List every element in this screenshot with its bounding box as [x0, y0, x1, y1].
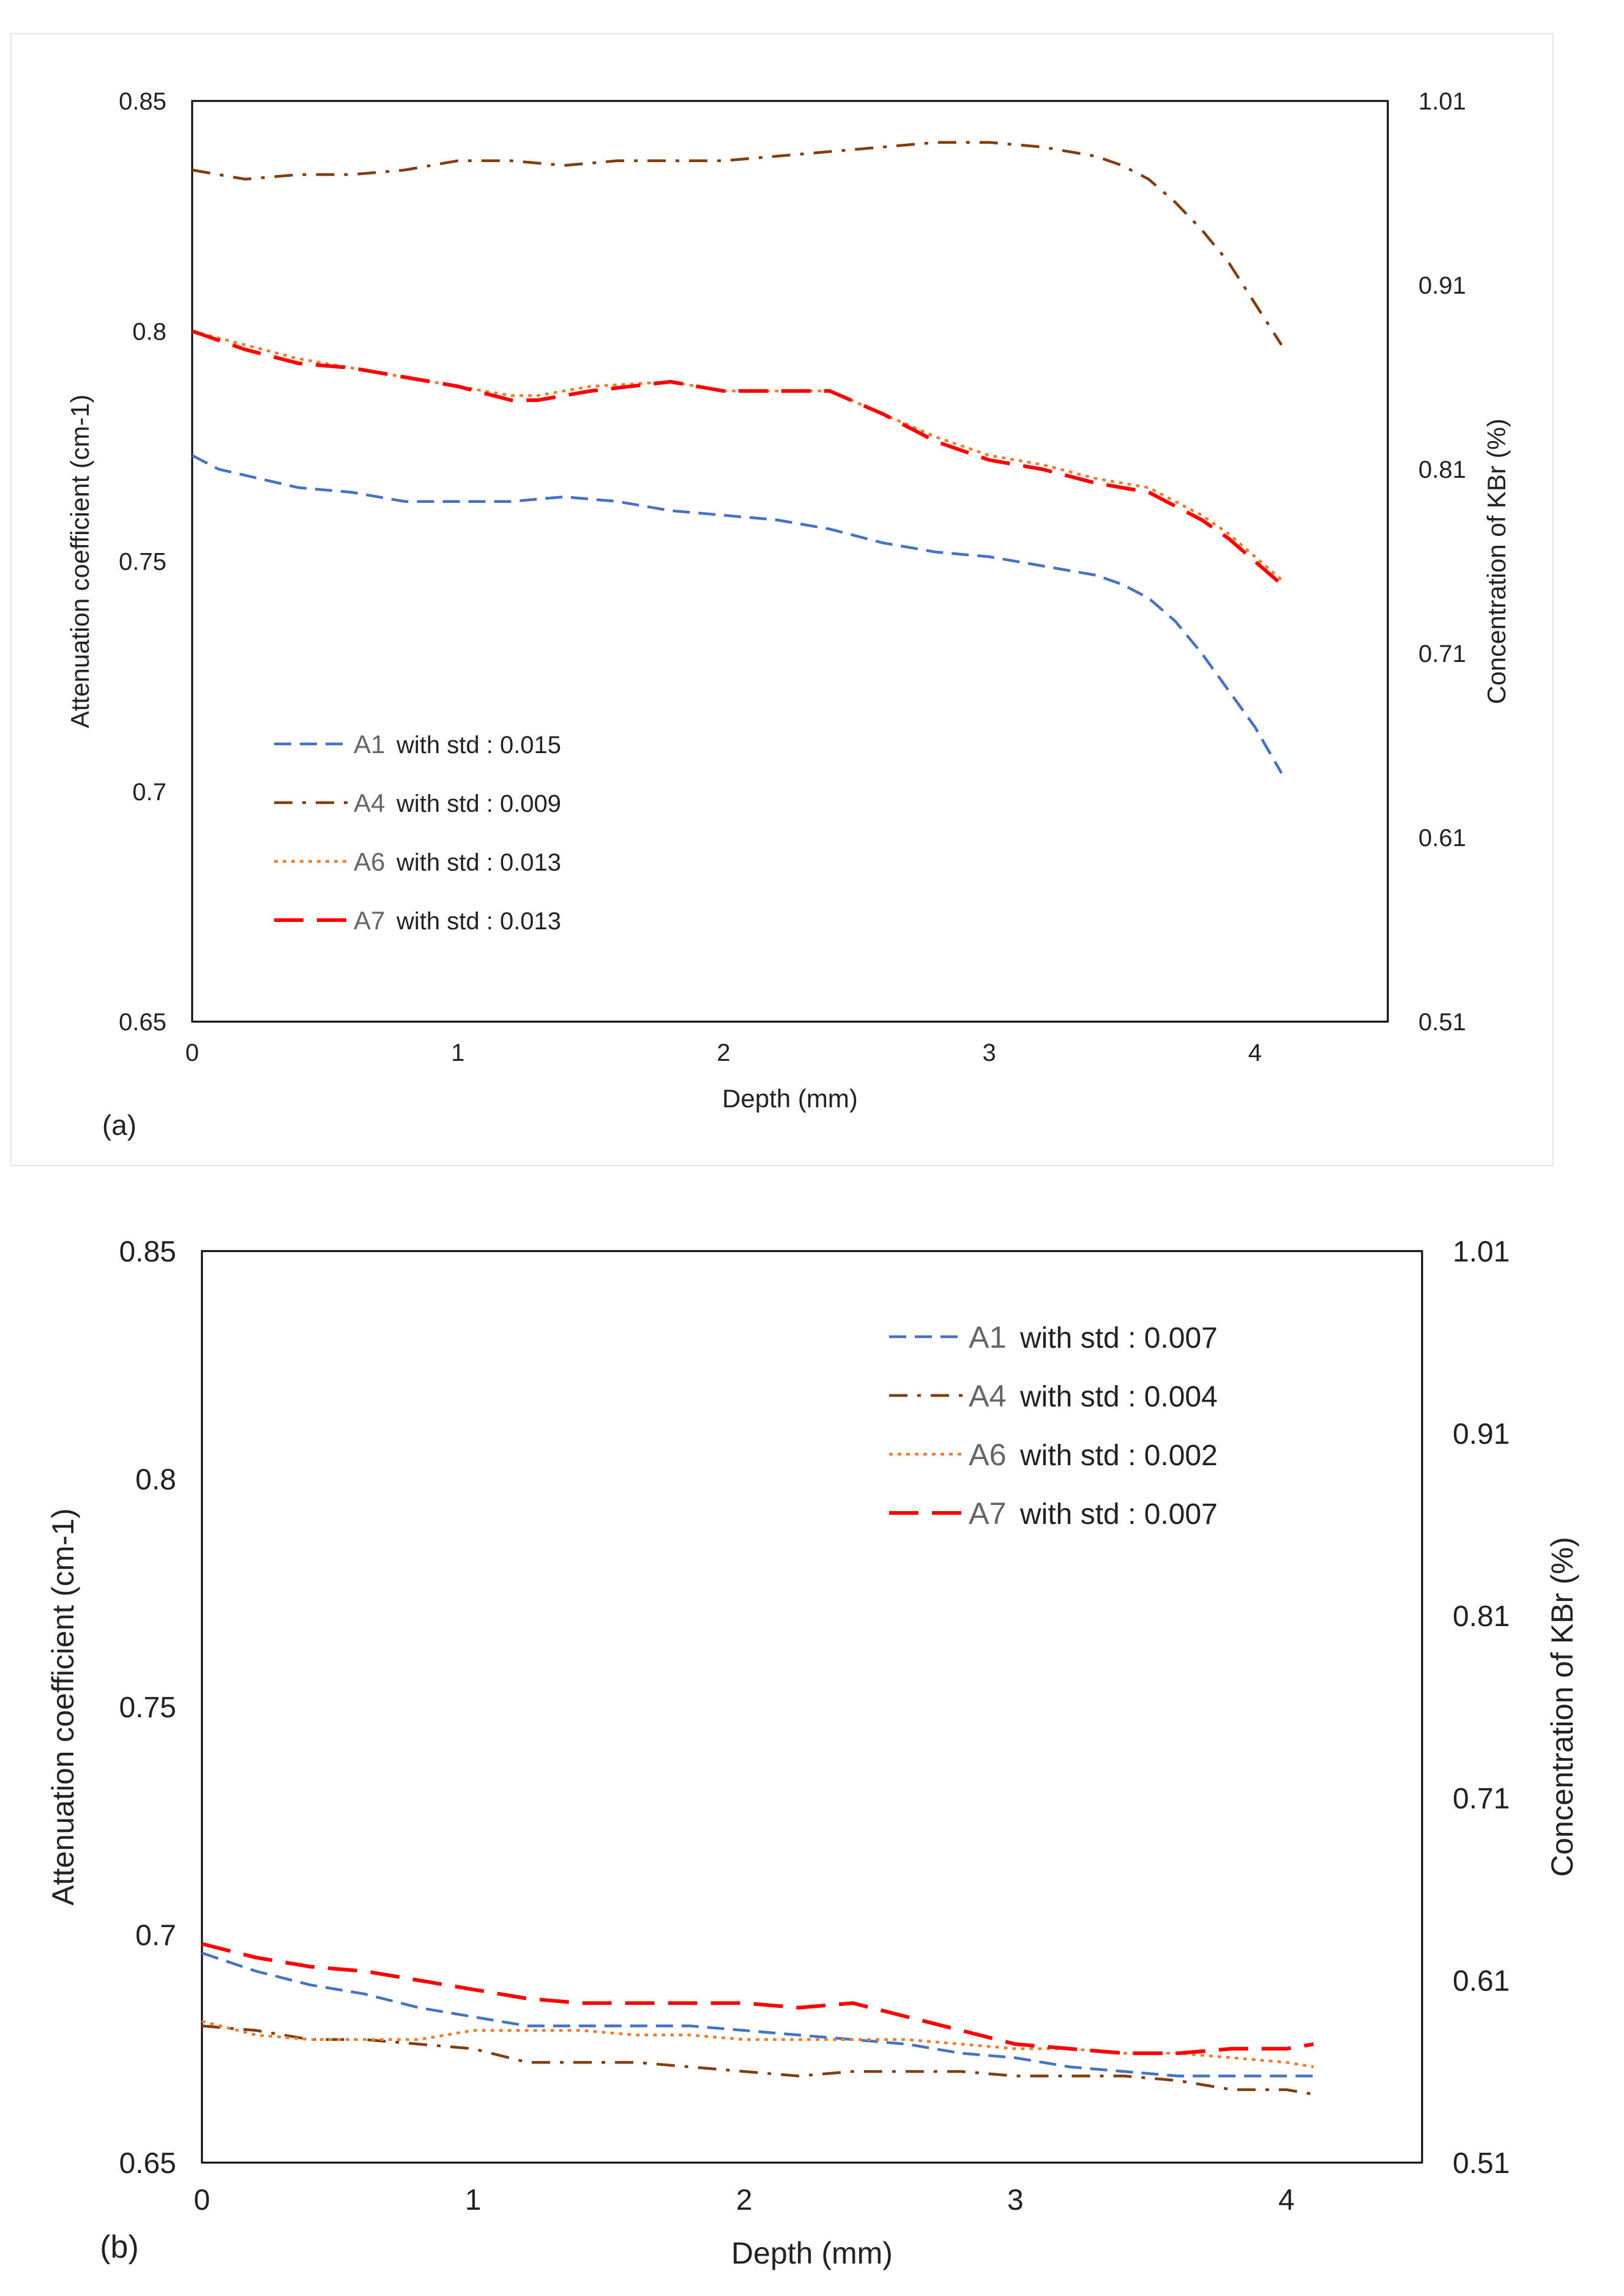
legend-series-name: A1: [354, 730, 385, 759]
y2-tick-label: 0.91: [1418, 272, 1466, 299]
legend-series-name: A4: [969, 1378, 1007, 1413]
y2-tick-label: 0.91: [1453, 1418, 1510, 1451]
y-tick-label: 0.8: [135, 1463, 176, 1496]
chart-panel-a: 0.65 0.7 0.75 0.8 0.85 0.51 0.61 0.71 0.81 0.91 1.…: [10, 33, 1554, 1166]
legend-series-text: with std : 0.009: [396, 790, 561, 817]
y2-tick-label: 0.51: [1418, 1009, 1466, 1036]
legend-series-name: A7: [969, 1496, 1007, 1531]
legend-series-text: with std : 0.015: [396, 732, 561, 759]
y2-tick-label: 0.71: [1418, 641, 1466, 667]
plot-area-frame: [201, 1250, 1423, 2164]
series-line-a7: [201, 1942, 1314, 2056]
y-tick-label: 0.8: [132, 318, 166, 345]
x-tick-label: 1: [451, 1039, 464, 1066]
series-line-a1: [201, 1952, 1314, 2078]
y-axis-label: Attenuation coefficient (cm-1): [46, 1508, 80, 1905]
x-axis-label: Depth (mm): [731, 2236, 893, 2270]
x-tick-label: 4: [1278, 2184, 1295, 2216]
y-tick-label: 0.7: [135, 1919, 176, 1952]
y2-axis-label: Concentration of KBr (%): [1545, 1537, 1579, 1877]
y2-tick-label: 1.01: [1418, 88, 1466, 115]
y-tick-label: 0.65: [119, 2147, 176, 2180]
series-line-a6: [192, 330, 1283, 581]
x-tick-label: 0: [185, 1039, 199, 1066]
chart-area-border: [10, 33, 1554, 1166]
y2-tick-label: 0.71: [1453, 1783, 1510, 1815]
y-tick-label: 0.75: [119, 1692, 176, 1724]
y-tick-label: 0.85: [119, 1236, 176, 1268]
series-line-a4: [192, 141, 1283, 346]
x-tick-label: 1: [465, 2184, 482, 2216]
x-tick-label: 2: [717, 1039, 730, 1066]
y2-tick-label: 0.51: [1453, 2147, 1510, 2180]
series-line-a4: [201, 2024, 1314, 2096]
x-tick-label: 2: [736, 2184, 753, 2216]
y-tick-label: 0.75: [119, 549, 166, 576]
y2-tick-label: 0.81: [1418, 456, 1466, 483]
x-tick-label: 3: [983, 1039, 996, 1066]
y-tick-label: 0.85: [119, 88, 166, 115]
plot-area-frame: [191, 100, 1389, 1023]
y-tick-label: 0.65: [119, 1009, 166, 1036]
legend-series-text: with std : 0.002: [1019, 1440, 1218, 1472]
y-axis-label: Attenuation coefficient (cm-1): [65, 395, 94, 729]
legend-series-name: A6: [969, 1437, 1007, 1472]
panel-label: (b): [100, 2229, 139, 2265]
panel-label: (a): [102, 1109, 136, 1141]
legend-series-name: A4: [354, 789, 385, 817]
legend-series-text: with std : 0.007: [1019, 1498, 1218, 1531]
legend-series-text: with std : 0.004: [1019, 1381, 1218, 1413]
y-tick-label: 0.7: [132, 779, 166, 806]
x-tick-label: 0: [194, 2184, 210, 2216]
series-line-a6: [201, 2019, 1314, 2068]
y2-tick-label: 0.81: [1453, 1600, 1510, 1633]
series-line-a7: [192, 329, 1283, 586]
legend-series-text: with std : 0.013: [396, 849, 561, 876]
legend-series-name: A1: [969, 1320, 1007, 1354]
y2-tick-label: 0.61: [1453, 1965, 1510, 1997]
legend-series-text: with std : 0.013: [396, 908, 561, 935]
legend-series-name: A6: [354, 847, 385, 876]
y2-tick-label: 0.61: [1418, 825, 1466, 852]
y2-tick-label: 1.01: [1453, 1236, 1510, 1268]
series-line-a1: [191, 454, 1283, 774]
x-axis-label: Depth (mm): [722, 1084, 858, 1113]
x-tick-label: 4: [1248, 1039, 1262, 1066]
x-tick-label: 3: [1007, 2184, 1024, 2216]
legend-series-text: with std : 0.007: [1019, 1322, 1218, 1354]
chart-panel-b: 0.65 0.7 0.75 0.8 0.85 0.51 0.61 0.71 0.81 0.91 1.…: [46, 1236, 1579, 2270]
y2-axis-label: Concentration of KBr (%): [1482, 418, 1511, 704]
legend-series-name: A7: [354, 906, 385, 935]
